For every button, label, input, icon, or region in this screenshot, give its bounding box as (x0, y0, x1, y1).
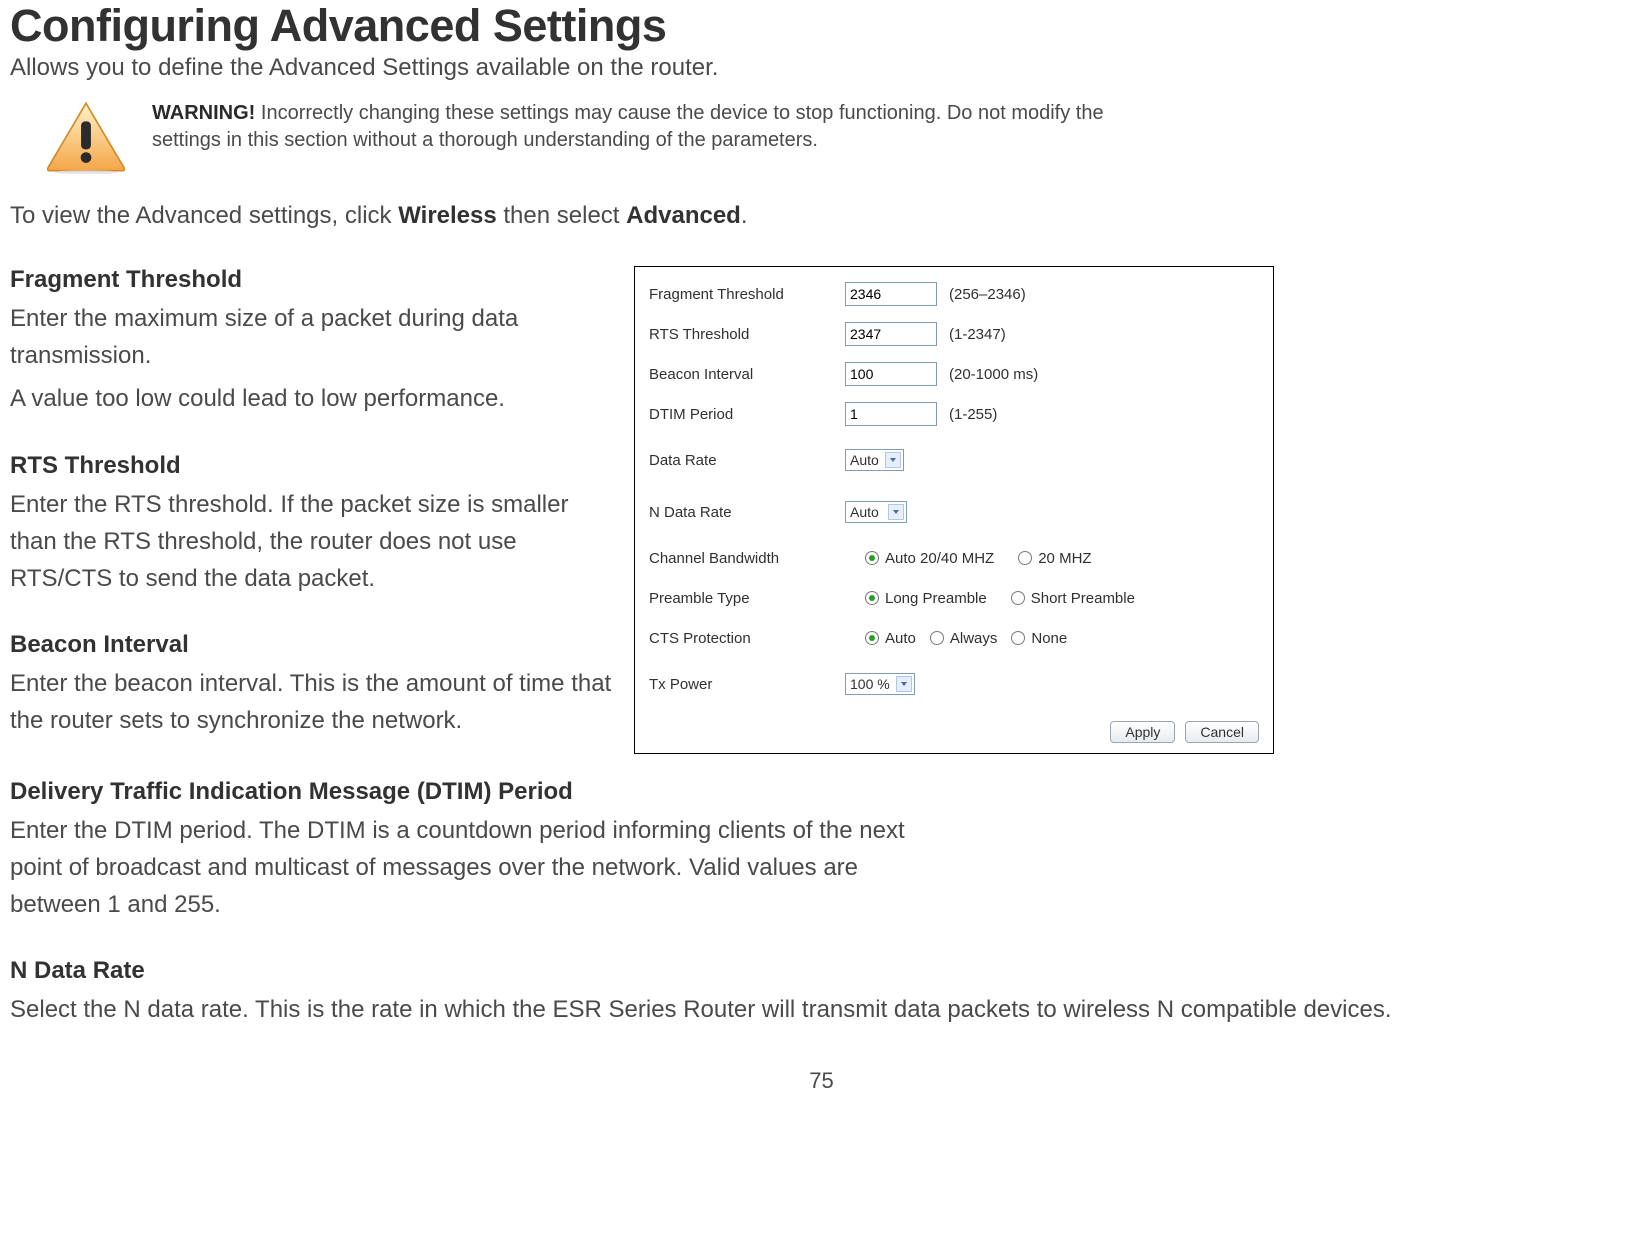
fragment-heading: Fragment Threshold (10, 266, 616, 294)
select-txpower[interactable]: 100 % (845, 673, 915, 695)
warning-lead: WARNING! (152, 102, 255, 124)
row-beacon: Beacon Interval (20-1000 ms) (649, 357, 1259, 391)
radio-cts-always-label: Always (950, 630, 998, 647)
input-rts[interactable] (845, 322, 937, 346)
row-fragment: Fragment Threshold (256–2346) (649, 277, 1259, 311)
label-dtim: DTIM Period (649, 406, 845, 423)
dtim-heading: Delivery Traffic Indication Message (DTI… (10, 778, 1633, 806)
fragment-text-2: A value too low could lead to low perfor… (10, 380, 616, 417)
hint-beacon: (20-1000 ms) (949, 366, 1038, 383)
label-fragment: Fragment Threshold (649, 286, 845, 303)
page-title: Configuring Advanced Settings (10, 0, 1633, 52)
settings-panel: Fragment Threshold (256–2346) RTS Thresh… (634, 266, 1274, 754)
nav-bold-1: Wireless (398, 202, 497, 229)
select-txpower-value: 100 % (850, 676, 890, 692)
label-chbw: Channel Bandwidth (649, 550, 845, 567)
dtim-text: Enter the DTIM period. The DTIM is a cou… (10, 812, 910, 924)
radio-cts-none-label: None (1031, 630, 1067, 647)
hint-dtim: (1-255) (949, 406, 997, 423)
radio-icon (1011, 591, 1025, 605)
label-ndatarate: N Data Rate (649, 504, 845, 521)
row-chbw: Channel Bandwidth Auto 20/40 MHZ 20 MHZ (649, 541, 1259, 575)
beacon-heading: Beacon Interval (10, 631, 616, 659)
cancel-button[interactable]: Cancel (1185, 721, 1259, 743)
input-beacon[interactable] (845, 362, 937, 386)
row-preamble: Preamble Type Long Preamble Short Preamb… (649, 581, 1259, 615)
select-ndatarate[interactable]: Auto (845, 501, 907, 523)
radio-preamble-short-label: Short Preamble (1031, 590, 1135, 607)
warning-block: WARNING! Incorrectly changing these sett… (44, 100, 1633, 174)
label-preamble: Preamble Type (649, 590, 845, 607)
row-cts: CTS Protection Auto Always N (649, 621, 1259, 655)
rts-heading: RTS Threshold (10, 452, 616, 480)
chevron-down-icon (896, 676, 912, 692)
radio-icon (865, 631, 879, 645)
warning-icon (44, 100, 128, 174)
label-rts: RTS Threshold (649, 326, 845, 343)
fragment-text-1: Enter the maximum size of a packet durin… (10, 300, 616, 374)
label-cts: CTS Protection (649, 630, 845, 647)
radio-icon (1011, 631, 1025, 645)
radio-cts-always[interactable]: Always (930, 630, 998, 647)
select-ndatarate-value: Auto (850, 504, 882, 520)
nav-bold-2: Advanced (626, 202, 741, 229)
radio-preamble-long-label: Long Preamble (885, 590, 987, 607)
panel-footer: Apply Cancel (649, 713, 1259, 743)
nav-post: . (741, 202, 748, 229)
ndatarate-heading: N Data Rate (10, 957, 1633, 985)
nav-instruction: To view the Advanced settings, click Wir… (10, 202, 1633, 230)
label-datarate: Data Rate (649, 452, 845, 469)
hint-rts: (1-2347) (949, 326, 1006, 343)
radio-cts-auto[interactable]: Auto (865, 630, 916, 647)
radio-icon (1018, 551, 1032, 565)
radio-preamble-long[interactable]: Long Preamble (865, 590, 987, 607)
descriptions-column: Fragment Threshold Enter the maximum siz… (10, 266, 616, 774)
page-number: 75 (10, 1068, 1633, 1094)
input-dtim[interactable] (845, 402, 937, 426)
row-ndatarate: N Data Rate Auto (649, 489, 1259, 535)
chevron-down-icon (888, 504, 904, 520)
page-subtitle: Allows you to define the Advanced Settin… (10, 54, 1633, 82)
select-datarate-value: Auto (850, 452, 879, 468)
beacon-text: Enter the beacon interval. This is the a… (10, 665, 616, 739)
label-txpower: Tx Power (649, 676, 845, 693)
radio-chbw-20-label: 20 MHZ (1038, 550, 1091, 567)
radio-cts-none[interactable]: None (1011, 630, 1067, 647)
select-datarate[interactable]: Auto (845, 449, 904, 471)
radio-preamble-short[interactable]: Short Preamble (1011, 590, 1135, 607)
label-beacon: Beacon Interval (649, 366, 845, 383)
radio-icon (865, 591, 879, 605)
apply-button[interactable]: Apply (1110, 721, 1175, 743)
hint-fragment: (256–2346) (949, 286, 1026, 303)
row-txpower: Tx Power 100 % (649, 661, 1259, 707)
nav-pre: To view the Advanced settings, click (10, 202, 398, 229)
ndatarate-text: Select the N data rate. This is the rate… (10, 991, 1633, 1028)
radio-chbw-auto[interactable]: Auto 20/40 MHZ (865, 550, 994, 567)
radio-chbw-auto-label: Auto 20/40 MHZ (885, 550, 994, 567)
rts-text: Enter the RTS threshold. If the packet s… (10, 486, 616, 598)
warning-body: Incorrectly changing these settings may … (152, 102, 1104, 151)
radio-icon (865, 551, 879, 565)
input-fragment[interactable] (845, 282, 937, 306)
radio-cts-auto-label: Auto (885, 630, 916, 647)
row-rts: RTS Threshold (1-2347) (649, 317, 1259, 351)
row-dtim: DTIM Period (1-255) (649, 397, 1259, 431)
radio-icon (930, 631, 944, 645)
chevron-down-icon (885, 452, 901, 468)
row-datarate: Data Rate Auto (649, 437, 1259, 483)
radio-chbw-20[interactable]: 20 MHZ (1018, 550, 1091, 567)
warning-text: WARNING! Incorrectly changing these sett… (152, 100, 1112, 154)
nav-mid: then select (497, 202, 626, 229)
